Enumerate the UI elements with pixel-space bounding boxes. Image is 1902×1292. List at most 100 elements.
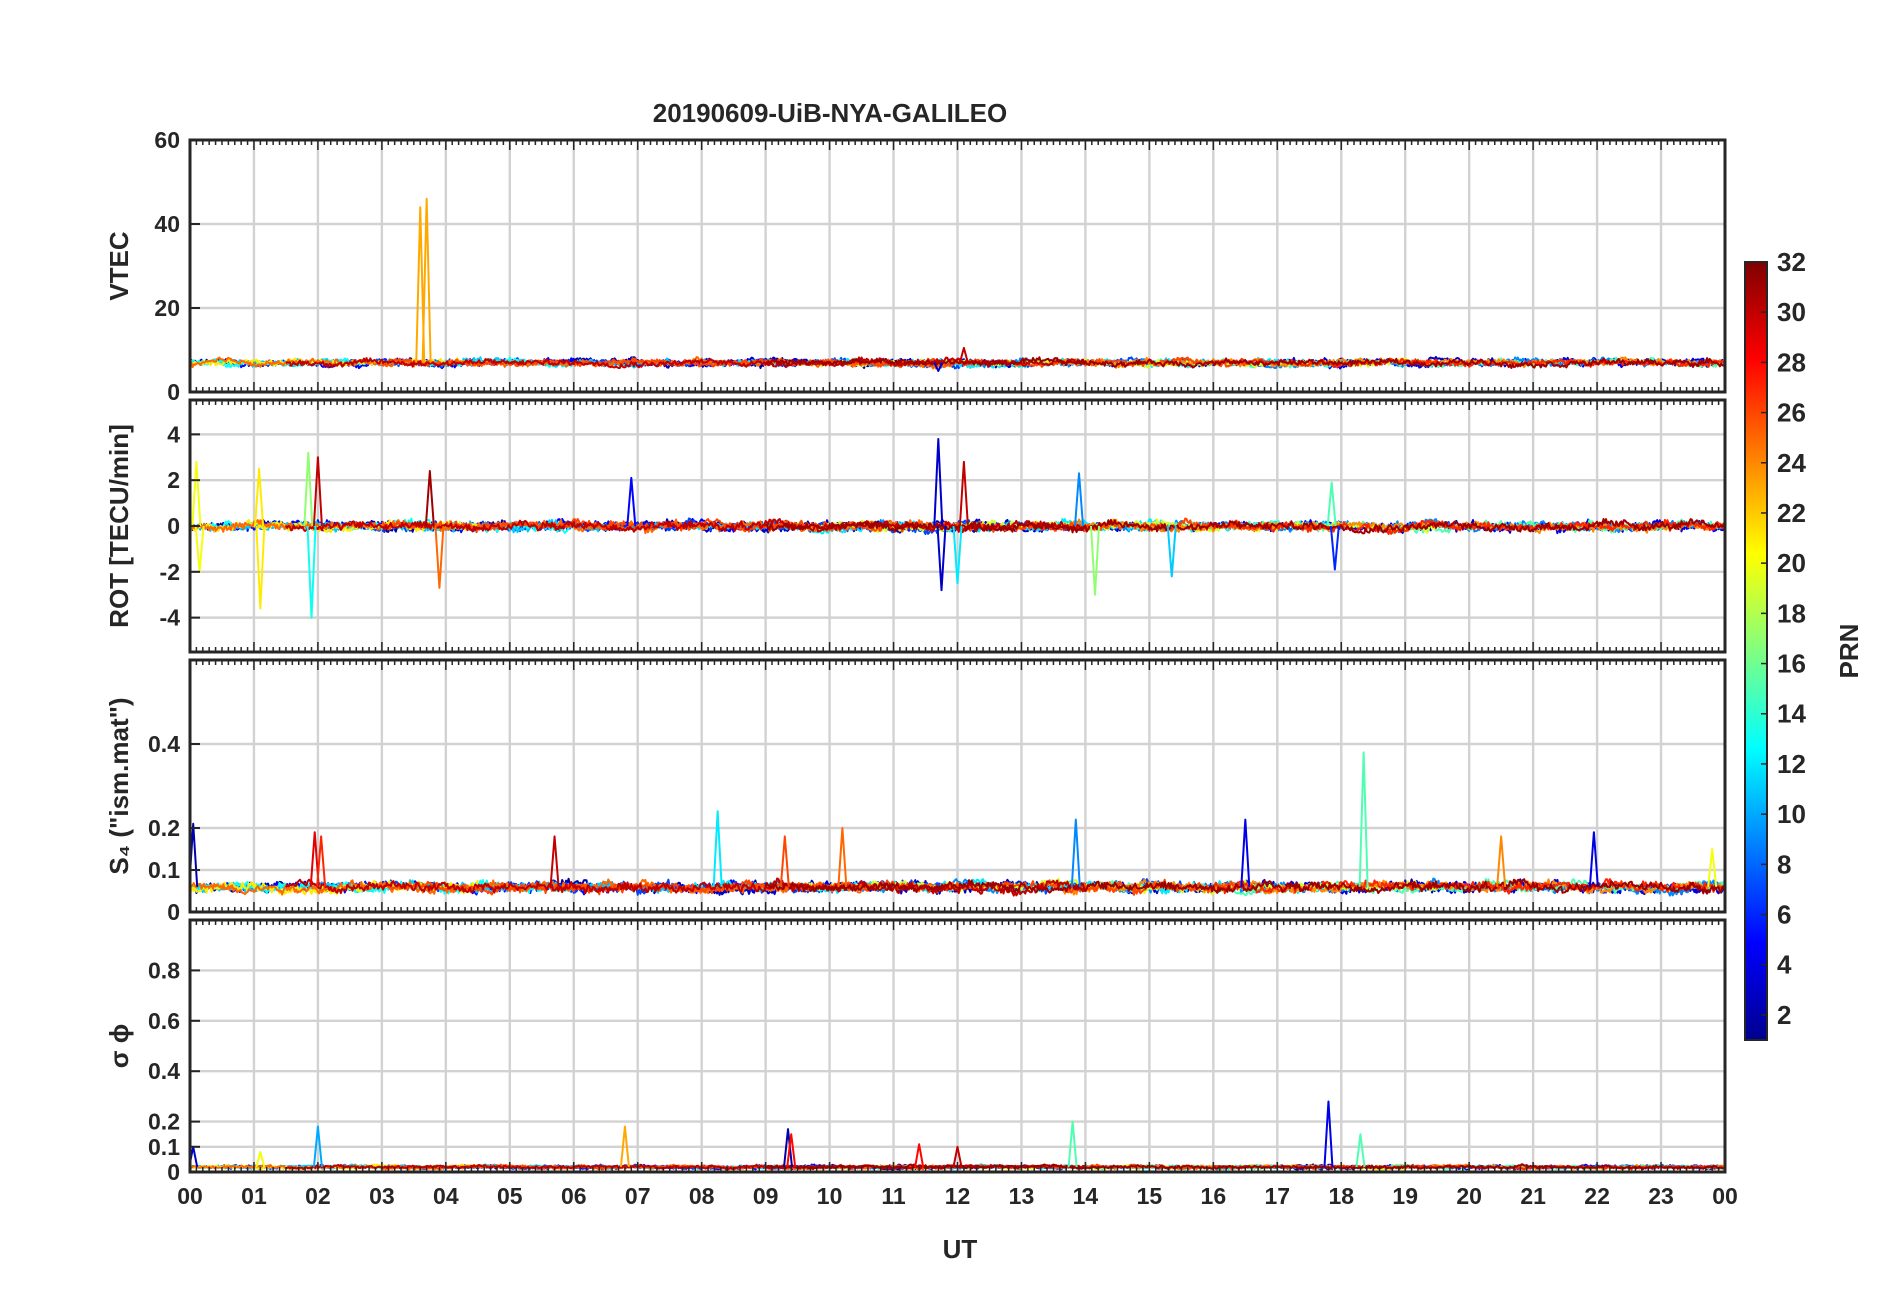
spike-point [1074,472,1085,527]
y-tick-label: 0.2 [148,1109,180,1135]
spike-point [194,525,205,573]
spike-point [958,346,969,363]
spike-point [303,451,314,527]
y-tick-label: 60 [154,127,180,153]
series-prn-31 [765,356,1725,369]
spike-point [779,835,790,887]
spike-point [254,467,265,527]
colorbar-tick-label: 30 [1777,297,1806,327]
spike-point [1355,1133,1366,1168]
spike-point [952,525,963,585]
spike-point [786,1133,797,1168]
spike-point [1358,751,1369,887]
spike-point [958,460,969,527]
colorbar-tick-label: 22 [1777,498,1806,528]
colorbar-tick-label: 24 [1777,448,1806,478]
y-axis-label: VTEC [104,231,134,301]
series-prn-30 [285,518,1087,534]
spike-point [549,835,560,887]
spike-point [191,460,202,527]
spike-point [952,1145,963,1168]
spike-point [1070,818,1081,887]
x-tick-label: 15 [1137,1183,1163,1209]
series-prn-30 [285,356,1087,369]
colorbar-tick-label: 6 [1777,900,1791,930]
panel-1: 0 20 40 60 VTEC [104,127,1727,405]
x-tick-label: 23 [1648,1183,1674,1209]
x-tick-label: 01 [241,1183,267,1209]
series-prn-31 [764,878,1725,895]
colorbar-tick-label: 28 [1777,347,1806,377]
spike-point [306,525,317,619]
spike-point [914,1143,925,1168]
colorbar-tick-label: 14 [1777,699,1806,729]
colorbar-strip [1744,261,1768,1041]
x-tick-label: 06 [561,1183,587,1209]
x-tick-label: 22 [1584,1183,1610,1209]
x-tick-label: 14 [1073,1183,1099,1209]
x-tick-label: 10 [817,1183,843,1209]
y-tick-label: 0 [167,1159,180,1185]
y-tick-label: 4 [167,421,180,447]
x-axis-label: UT [943,1234,978,1264]
y-tick-label: 0 [167,899,180,925]
y-tick-label: 20 [154,295,180,321]
spike-point [421,197,432,363]
spike-point [837,827,848,887]
y-tick-label: 0.8 [148,957,180,983]
spike-point [936,525,947,592]
y-axis-label: σ ϕ [104,1024,134,1069]
y-tick-label: 0.4 [148,731,180,757]
x-tick-label: 08 [689,1183,715,1209]
spike-point [316,835,327,887]
x-tick-label: 00 [1712,1183,1738,1209]
x-tick-label: 07 [625,1183,651,1209]
y-tick-label: 0.1 [148,1134,180,1160]
x-tick-label: 13 [1009,1183,1035,1209]
y-tick-label: 0.2 [148,815,180,841]
colorbar-tick-label: 10 [1777,799,1806,829]
spike-point [434,525,445,589]
x-tick-label: 05 [497,1183,523,1209]
spike-point [619,1125,630,1168]
y-tick-label: 0 [167,379,180,405]
y-tick-label: 2 [167,467,180,493]
x-tick-label: 04 [433,1183,459,1209]
colorbar-tick-label: 4 [1777,950,1792,980]
y-tick-label: 40 [154,211,180,237]
spike-point [1326,481,1337,527]
x-tick-label: 21 [1520,1183,1546,1209]
colorbar-tick-label: 32 [1777,247,1806,277]
traces [190,197,1725,372]
panel-3: 0 0.1 0.2 0.4 S₄ ("ism.mat") [104,658,1727,925]
colorbar-tick-label: 8 [1777,849,1791,879]
panel-4: 00.10.2 0.4 0.6 0.8 σ ϕ 00 01 02 03 04 05 06 07 08 09 1… [104,918,1738,1209]
spike-point [1707,848,1718,887]
x-tick-label: 11 [881,1183,906,1209]
colorbar-tick-label: 18 [1777,598,1806,628]
traces [190,437,1725,619]
x-tick-label: 16 [1201,1183,1227,1209]
y-axis-label: ROT [TECU/min] [104,424,134,628]
spike-point [312,456,323,527]
x-tick-label: 20 [1456,1183,1482,1209]
y-tick-label: -4 [160,605,181,631]
spike-point [1090,525,1101,596]
spike-point [1067,1120,1078,1168]
spike-point [309,831,320,887]
colorbar-tick-label: 16 [1777,649,1806,679]
x-tick-label: 09 [753,1183,779,1209]
x-tick-label: 18 [1328,1183,1354,1209]
spike-point [424,470,435,527]
spike-point [1496,835,1507,887]
y-tick-label: 0.1 [148,857,180,883]
colorbar-label: PRN [1834,624,1864,679]
spike-point [1588,831,1599,887]
colorbar-tick-label: 12 [1777,749,1806,779]
spike-point [626,476,637,527]
series-prn-30 [285,1163,1086,1171]
series-prn-31 [764,518,1725,535]
